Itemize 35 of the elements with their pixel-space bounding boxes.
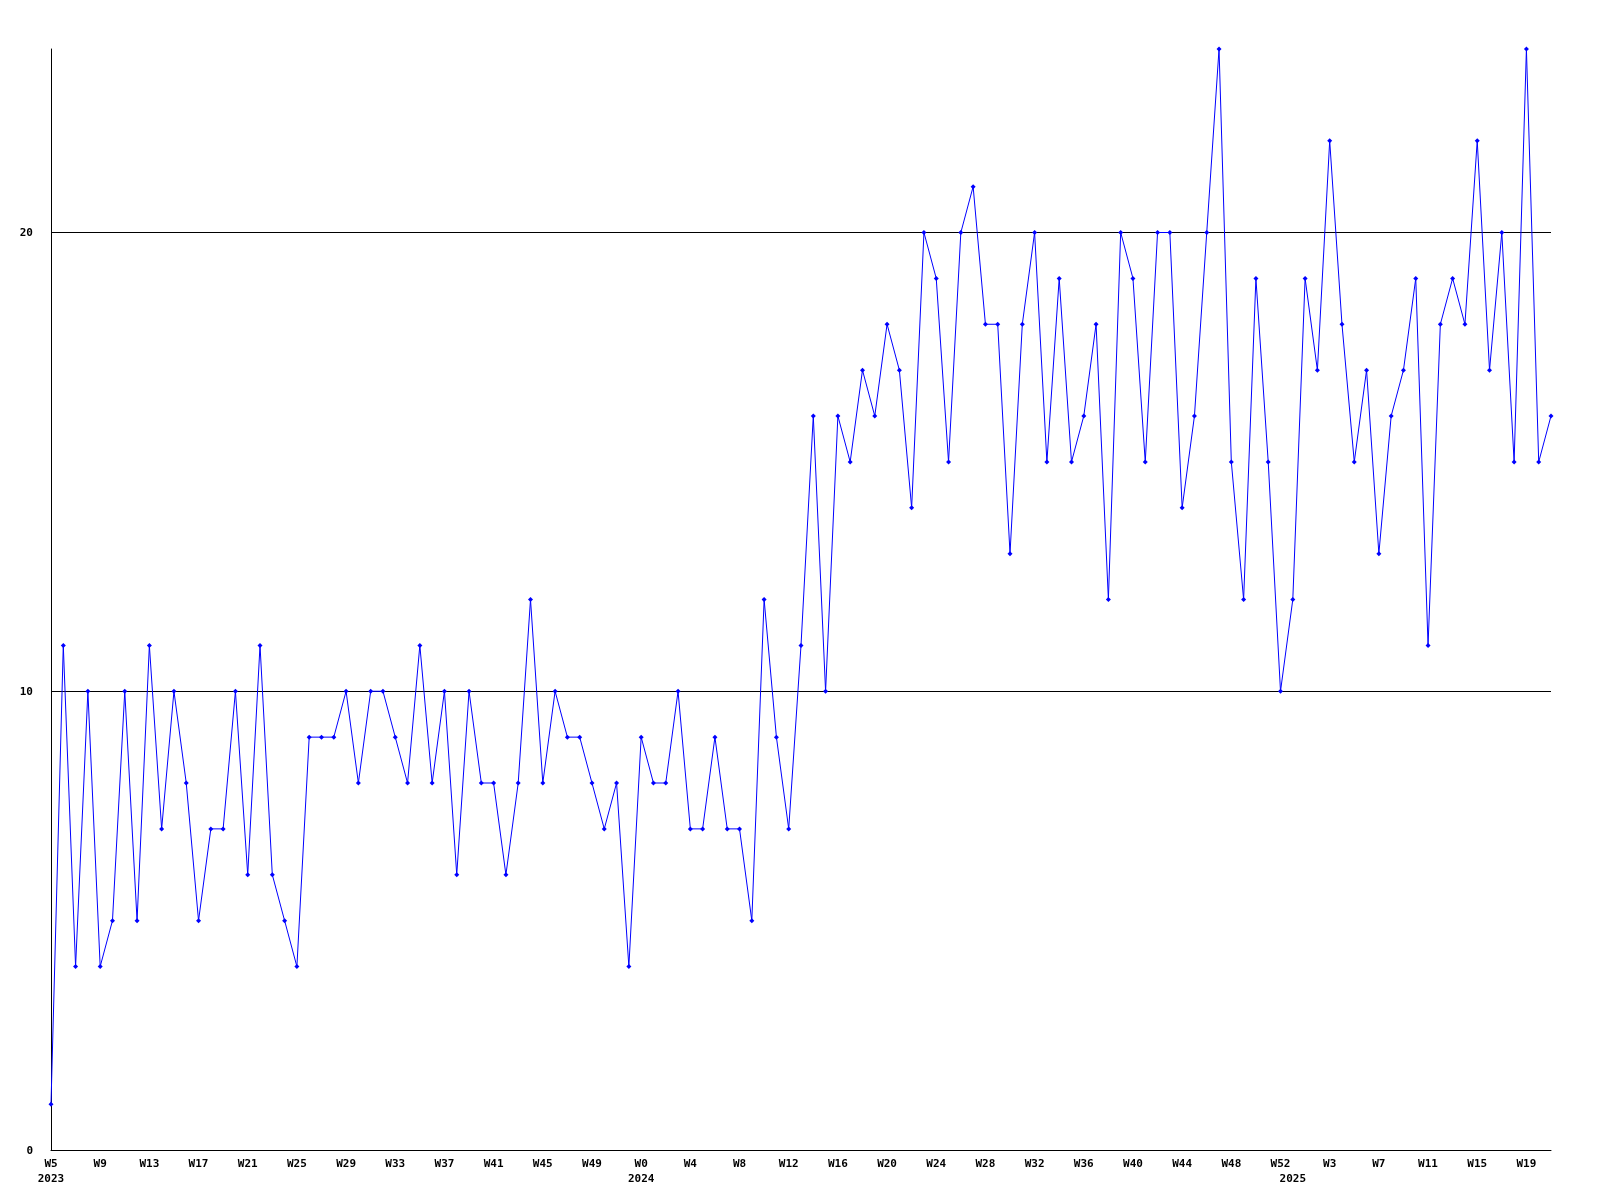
x-tick-label: W44	[1172, 1157, 1193, 1170]
x-tick-label: W20	[877, 1157, 897, 1170]
x-tick-label: W32	[1024, 1157, 1045, 1170]
x-tick-label: 2025	[1279, 1172, 1307, 1185]
y-tick-label: 0	[26, 1143, 33, 1157]
x-tick-label: W4	[683, 1157, 698, 1170]
x-tick-label: W37	[434, 1157, 455, 1170]
x-tick-label: W28	[975, 1157, 996, 1170]
x-tick-label: W8	[732, 1157, 747, 1170]
x-tick-label: W0 2024	[627, 1157, 655, 1185]
x-tick-label: W11	[1418, 1157, 1439, 1170]
x-tick-label: W25	[286, 1157, 307, 1170]
x-tick-label: W15	[1467, 1157, 1488, 1170]
x-tick-label: W17	[188, 1157, 209, 1170]
y-tick-label: 10	[19, 684, 33, 698]
x-tick-label: W45	[532, 1157, 553, 1170]
x-tick-label: W40	[1123, 1157, 1143, 1170]
x-tick-label: W41	[483, 1157, 504, 1170]
x-tick-label: W24	[926, 1157, 947, 1170]
x-tick-label: W3	[1323, 1157, 1337, 1170]
x-tick-label: W12	[778, 1157, 799, 1170]
x-tick-label: W7	[1372, 1157, 1386, 1170]
x-tick-label: W21	[237, 1157, 259, 1170]
x-tick-label: W16	[827, 1157, 849, 1170]
y-tick-label: 20	[19, 226, 33, 239]
x-tick-label: W36	[1073, 1157, 1095, 1170]
x-tick-label: W29	[336, 1157, 357, 1170]
x-tick-label: W52	[1270, 1157, 1291, 1170]
x-tick-label: W13	[139, 1157, 160, 1170]
x-tick-label: W19	[1516, 1157, 1537, 1170]
x-tick-label: W5 2023	[37, 1157, 65, 1185]
x-tick-label: W49	[582, 1157, 602, 1170]
x-tick-label: W9	[93, 1157, 107, 1170]
x-tick-label: W48	[1221, 1157, 1242, 1170]
x-tick-label: W33	[385, 1157, 406, 1170]
